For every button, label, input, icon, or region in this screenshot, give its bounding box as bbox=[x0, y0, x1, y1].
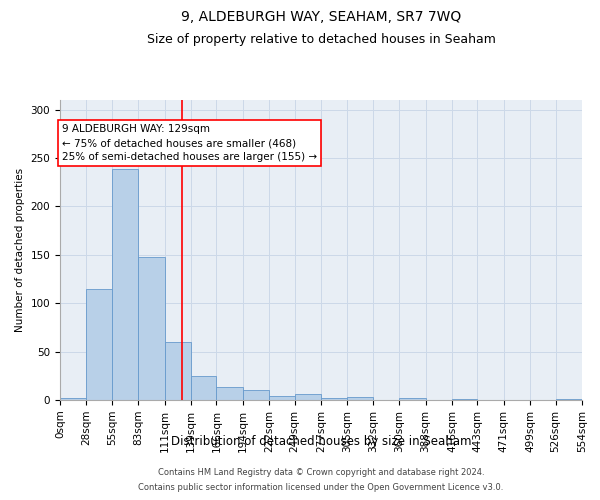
Text: Contains public sector information licensed under the Open Government Licence v3: Contains public sector information licen… bbox=[139, 483, 503, 492]
Bar bbox=[399, 398, 425, 400]
Bar bbox=[217, 388, 243, 400]
Text: Contains HM Land Registry data © Crown copyright and database right 2024.: Contains HM Land Registry data © Crown c… bbox=[158, 468, 484, 477]
Bar bbox=[191, 376, 217, 400]
Bar bbox=[269, 396, 295, 400]
Bar bbox=[86, 288, 112, 400]
Text: Distribution of detached houses by size in Seaham: Distribution of detached houses by size … bbox=[171, 435, 471, 448]
Bar bbox=[164, 342, 191, 400]
Bar bbox=[243, 390, 269, 400]
Bar bbox=[556, 399, 582, 400]
Bar bbox=[452, 399, 478, 400]
Text: 9 ALDEBURGH WAY: 129sqm
← 75% of detached houses are smaller (468)
25% of semi-d: 9 ALDEBURGH WAY: 129sqm ← 75% of detache… bbox=[62, 124, 317, 162]
Y-axis label: Number of detached properties: Number of detached properties bbox=[15, 168, 25, 332]
Text: 9, ALDEBURGH WAY, SEAHAM, SR7 7WQ: 9, ALDEBURGH WAY, SEAHAM, SR7 7WQ bbox=[181, 10, 461, 24]
Bar bbox=[60, 398, 86, 400]
Bar bbox=[138, 257, 164, 400]
Bar bbox=[347, 397, 373, 400]
Bar bbox=[295, 394, 321, 400]
Bar bbox=[112, 168, 138, 400]
Bar bbox=[321, 398, 347, 400]
Text: Size of property relative to detached houses in Seaham: Size of property relative to detached ho… bbox=[146, 32, 496, 46]
